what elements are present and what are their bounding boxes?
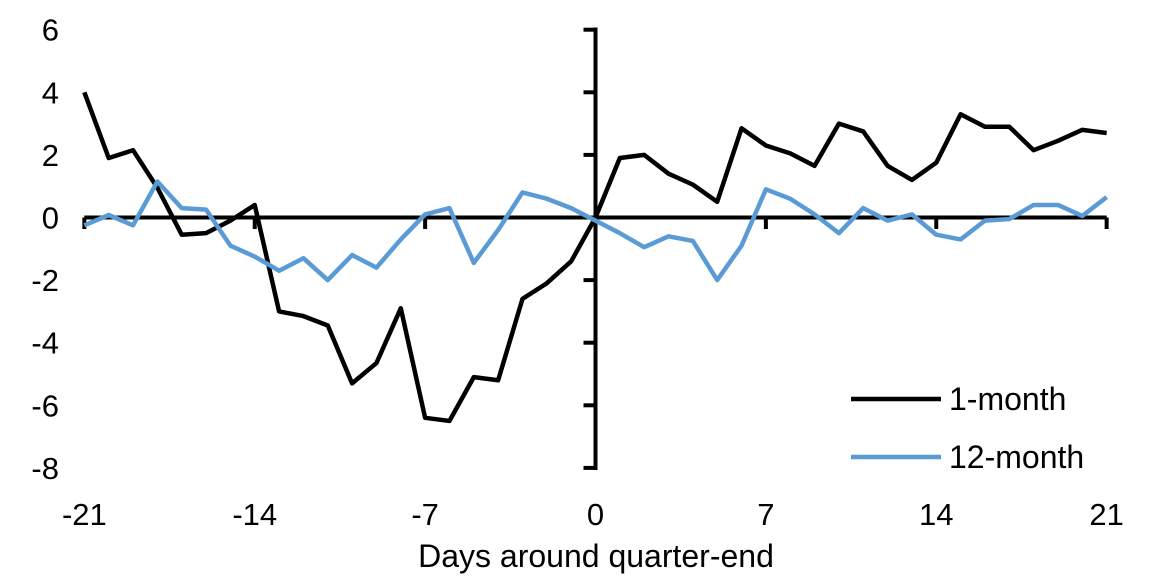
x-tick-label: -14 <box>232 497 277 532</box>
axes-layer: -21 -14 -7 0 7 14 21 6 4 2 0 -2 -4 -6 -8 <box>31 13 1123 532</box>
y-tick-label: -2 <box>31 263 59 298</box>
y-tick-label: -4 <box>31 326 59 361</box>
y-tick-label: -6 <box>31 388 59 423</box>
series-layer <box>82 91 1109 424</box>
x-tick-label: 0 <box>587 497 604 532</box>
series-line-12-month <box>83 179 1109 283</box>
y-tick-label: 6 <box>42 13 59 48</box>
x-tick-label: -21 <box>62 497 107 532</box>
x-tick-label: -7 <box>411 497 439 532</box>
y-tick-label: -8 <box>31 451 59 486</box>
y-tick-label: 4 <box>42 75 59 110</box>
y-tick-label: 0 <box>42 201 59 236</box>
legend-item-12-month: 12-month <box>851 439 1084 475</box>
x-tick-label: 14 <box>919 497 953 532</box>
x-tick-label: 7 <box>757 497 774 532</box>
legend-item-1-month: 1-month <box>851 381 1066 417</box>
x-axis-title: Days around quarter-end <box>418 538 774 574</box>
legend-label-12-month: 12-month <box>949 439 1084 475</box>
x-tick-label: 21 <box>1089 497 1123 532</box>
legend: 1-month 12-month <box>851 381 1084 475</box>
legend-label-1-month: 1-month <box>949 381 1066 417</box>
series-line-1-month <box>82 91 1107 424</box>
y-tick-label: 2 <box>42 138 59 173</box>
